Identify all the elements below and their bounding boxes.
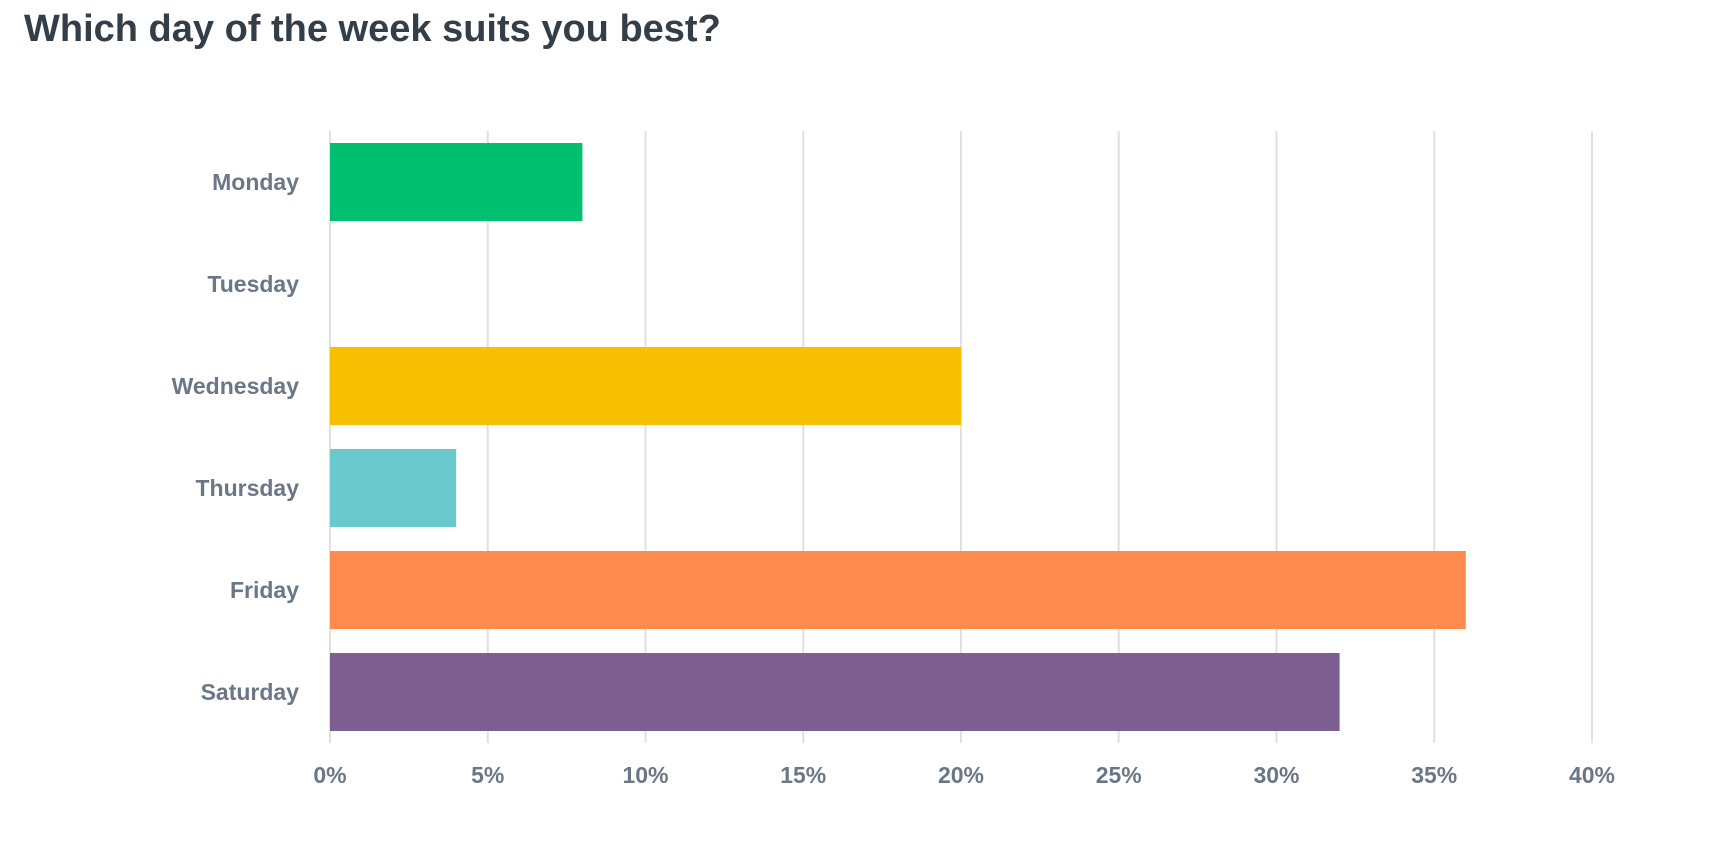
category-label-wednesday: Wednesday [172, 373, 300, 399]
x-tick-label-25: 25% [1096, 762, 1142, 788]
chart-title: Which day of the week suits you best? [24, 8, 721, 50]
category-labels: Monday Tuesday Wednesday Thursday Friday Satu… [172, 169, 300, 705]
x-tick-label-20: 20% [938, 762, 984, 788]
x-tick-label-30: 30% [1253, 762, 1299, 788]
bar-saturday [330, 653, 1340, 731]
bar-monday [330, 143, 583, 221]
x-tick-label-15: 15% [780, 762, 826, 788]
bar-friday [330, 551, 1466, 629]
x-tick-label-10: 10% [622, 762, 668, 788]
category-label-thursday: Thursday [195, 475, 299, 501]
x-tick-label-35: 35% [1411, 762, 1457, 788]
x-axis-tick-labels: 0% 5% 10% 15% 20% 25% 30% 35% 40% [313, 762, 1615, 788]
gridlines [329, 131, 1593, 743]
bar-wednesday [330, 347, 961, 425]
bar-thursday [330, 449, 457, 527]
category-label-saturday: Saturday [201, 679, 300, 705]
x-tick-label-5: 5% [471, 762, 504, 788]
category-label-monday: Monday [212, 169, 299, 195]
x-tick-label-0: 0% [313, 762, 346, 788]
category-label-friday: Friday [230, 577, 299, 603]
x-tick-label-40: 40% [1569, 762, 1615, 788]
category-label-tuesday: Tuesday [207, 271, 299, 297]
bars [330, 143, 1466, 731]
